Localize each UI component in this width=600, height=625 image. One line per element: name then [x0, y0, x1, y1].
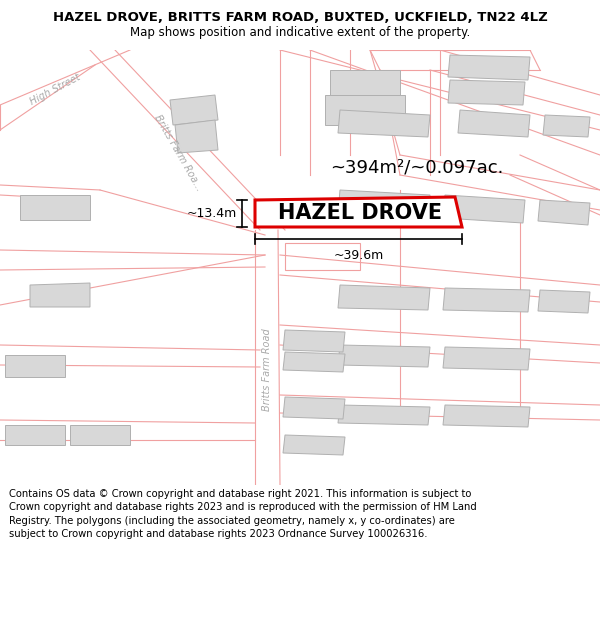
- Text: Britts Farm Roa…: Britts Farm Roa…: [152, 113, 204, 193]
- Text: Map shows position and indicative extent of the property.: Map shows position and indicative extent…: [130, 26, 470, 39]
- Polygon shape: [170, 95, 218, 125]
- Polygon shape: [338, 190, 430, 217]
- Polygon shape: [325, 95, 405, 125]
- Polygon shape: [283, 352, 345, 372]
- Text: High Street: High Street: [28, 72, 82, 107]
- Polygon shape: [283, 397, 345, 419]
- Text: Contains OS data © Crown copyright and database right 2021. This information is : Contains OS data © Crown copyright and d…: [9, 489, 477, 539]
- Text: ~394m²/~0.097ac.: ~394m²/~0.097ac.: [330, 158, 503, 176]
- Text: ~39.6m: ~39.6m: [334, 249, 383, 262]
- Polygon shape: [20, 195, 90, 220]
- Polygon shape: [443, 288, 530, 312]
- Polygon shape: [443, 347, 530, 370]
- Polygon shape: [338, 405, 430, 425]
- Polygon shape: [448, 55, 530, 80]
- Polygon shape: [338, 345, 430, 367]
- Polygon shape: [175, 120, 218, 153]
- Polygon shape: [255, 197, 462, 227]
- Polygon shape: [448, 80, 525, 105]
- Polygon shape: [538, 200, 590, 225]
- Polygon shape: [30, 283, 90, 307]
- Polygon shape: [443, 195, 525, 223]
- Text: HAZEL DROVE: HAZEL DROVE: [278, 203, 442, 223]
- Polygon shape: [330, 70, 400, 95]
- Polygon shape: [443, 405, 530, 427]
- Polygon shape: [338, 110, 430, 137]
- Polygon shape: [338, 285, 430, 310]
- Text: ~13.4m: ~13.4m: [187, 207, 237, 220]
- Text: Britts Farm Road: Britts Farm Road: [262, 329, 272, 411]
- Polygon shape: [5, 355, 65, 377]
- Polygon shape: [458, 110, 530, 137]
- Polygon shape: [283, 330, 345, 352]
- Polygon shape: [283, 435, 345, 455]
- Polygon shape: [5, 425, 65, 445]
- Polygon shape: [70, 425, 130, 445]
- Text: HAZEL DROVE, BRITTS FARM ROAD, BUXTED, UCKFIELD, TN22 4LZ: HAZEL DROVE, BRITTS FARM ROAD, BUXTED, U…: [53, 11, 547, 24]
- Polygon shape: [538, 290, 590, 313]
- Polygon shape: [543, 115, 590, 137]
